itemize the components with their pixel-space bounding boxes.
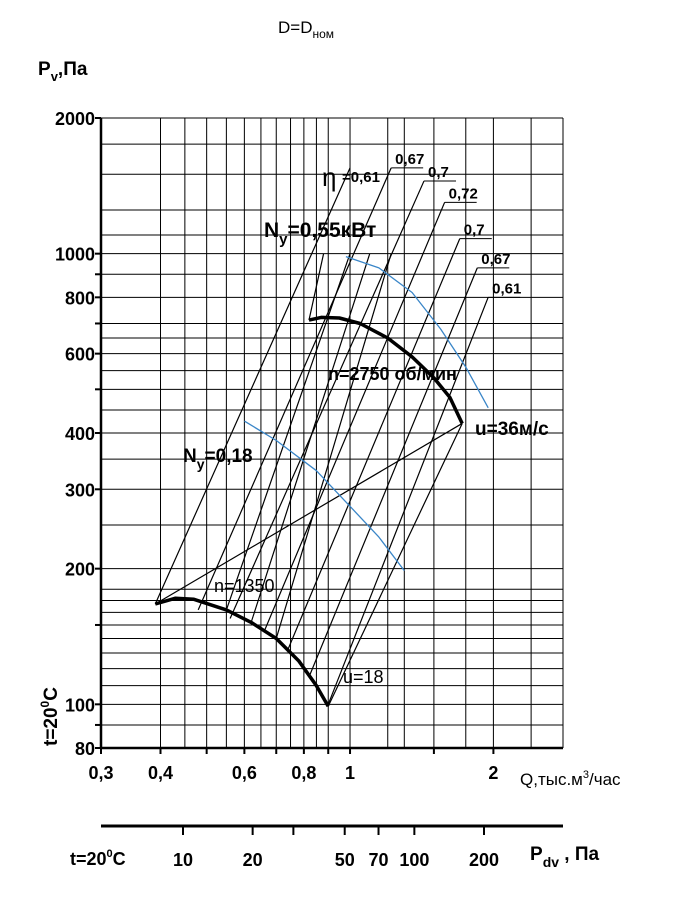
- power-curve: [345, 255, 489, 409]
- y-tick-label: 400: [65, 424, 95, 444]
- secondary-axis-ticks: 10 20 50 70 100 200: [173, 826, 499, 870]
- y-tick-label: 300: [65, 480, 95, 500]
- efficiency-label: 0,67: [395, 151, 424, 168]
- y-tick-label: 1000: [55, 245, 95, 265]
- y-tick-labels: 80 100 200 300 400 600 800 1000 2000: [55, 109, 101, 759]
- speed-label-2750: n=2750 об/мин: [328, 364, 457, 384]
- speed-curve: [308, 315, 464, 425]
- secondary-tick-label: 70: [369, 850, 389, 870]
- secondary-temperature-label: t=200C: [70, 848, 126, 869]
- secondary-tick-label: 100: [399, 850, 429, 870]
- y-tick-label: 600: [65, 345, 95, 365]
- x-tick-label: 0,6: [232, 763, 257, 783]
- speed-curve: [154, 596, 330, 708]
- tip-speed-label-18: u=18: [343, 667, 384, 687]
- aux-ray: [308, 253, 325, 321]
- efficiency-label: 0,67: [481, 251, 510, 268]
- tip-speed-line: [327, 423, 463, 707]
- power-label-018: Ny=0,18: [183, 446, 253, 472]
- eta-first-label: =0,61: [342, 169, 380, 186]
- secondary-tick-label: 200: [469, 850, 499, 870]
- y-tick-label: 2000: [55, 109, 95, 129]
- performance-curves: [154, 255, 489, 708]
- chart-title: D=Dном: [278, 18, 334, 41]
- x-tick-label: 0,8: [291, 763, 316, 783]
- x-tick-label: 2: [488, 763, 498, 783]
- tip-speed-label-36: u=36м/с: [475, 419, 549, 440]
- x-tick-labels: 0,3 0,4 0,6 0,8 1 2: [88, 748, 498, 783]
- auxiliary-rays: [154, 253, 463, 707]
- efficiency-label: 0,72: [449, 185, 478, 202]
- efficiency-lines: [154, 167, 489, 705]
- y-tick-label: 80: [75, 739, 95, 759]
- secondary-tick-label: 50: [335, 850, 355, 870]
- tip-speed-line: [154, 422, 463, 605]
- x-axis-label: Q,тыс.м3/час: [520, 769, 621, 789]
- efficiency-line: [308, 267, 478, 678]
- efficiency-line: [327, 297, 489, 705]
- efficiency-line: [263, 202, 446, 632]
- aux-ray: [275, 253, 392, 639]
- power-curve: [244, 420, 405, 571]
- efficiency-line: [154, 167, 351, 605]
- aux-ray: [225, 253, 351, 611]
- secondary-tick-label: 10: [173, 850, 193, 870]
- efficiency-line: [197, 167, 392, 611]
- y-tick-label: 200: [65, 560, 95, 580]
- efficiency-label: 0,61: [492, 280, 521, 297]
- efficiency-label: 0,7: [464, 222, 485, 239]
- speed-label-1350: n=1350: [214, 576, 275, 596]
- x-tick-label: 0,3: [88, 763, 113, 783]
- y-tick-label: 800: [65, 288, 95, 308]
- y-axis-label: Pv,Па: [38, 59, 88, 84]
- secondary-axis-label: Pdv , Па: [530, 844, 600, 870]
- power-label-055: Ny=0,55кВт: [264, 219, 376, 248]
- secondary-tick-label: 20: [243, 850, 263, 870]
- aux-ray: [250, 253, 371, 623]
- temperature-label-vertical: t=200C: [38, 687, 62, 746]
- efficiency-labels: 0,670,70,720,70,670,61: [391, 151, 521, 298]
- y-tick-label: 100: [65, 695, 95, 715]
- efficiency-label: 0,7: [428, 164, 449, 181]
- x-tick-label: 1: [345, 763, 355, 783]
- x-tick-label: 0,4: [148, 763, 173, 783]
- efficiency-line: [229, 180, 425, 619]
- eta-symbol: η: [322, 162, 336, 192]
- efficiency-line: [287, 238, 461, 651]
